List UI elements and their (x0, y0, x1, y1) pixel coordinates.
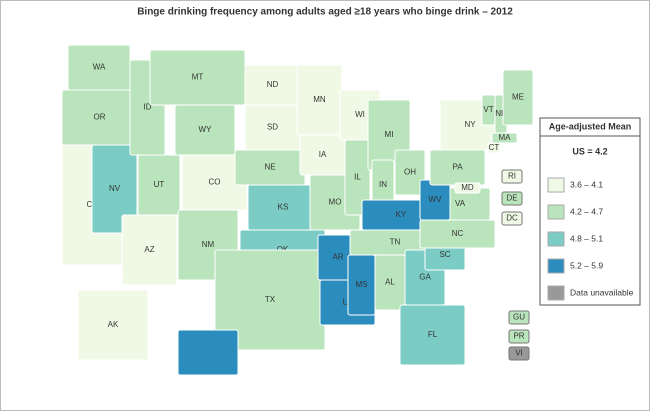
state-label: MS (356, 280, 368, 289)
state-label: AL (385, 278, 395, 287)
state (487, 142, 501, 154)
state-label: NV (109, 184, 121, 193)
state-label: GU (513, 313, 525, 322)
state-label: DE (506, 194, 517, 203)
state (491, 132, 518, 144)
state-label: SC (439, 250, 450, 259)
state-label: KS (278, 203, 289, 212)
state-label: NE (264, 163, 275, 172)
legend-swatch (547, 231, 565, 247)
legend-label: 4.2 – 4.7 (570, 206, 603, 216)
state (508, 329, 530, 344)
state-label: PR (513, 332, 524, 341)
state-label: NH (495, 109, 507, 118)
state-label: WY (199, 125, 213, 134)
state-label: TN (390, 238, 401, 247)
state (121, 214, 178, 286)
legend-title: Age-adjusted Mean (549, 121, 632, 131)
state-label: TX (265, 295, 276, 304)
state-label: RI (508, 172, 516, 181)
state-label: WA (93, 63, 106, 72)
state-label: DC (506, 214, 518, 223)
state-label: IA (319, 150, 327, 159)
state-label: GA (419, 273, 431, 282)
state (177, 329, 239, 376)
state-label: ID (144, 103, 152, 112)
state-label: VI (515, 349, 523, 358)
state-label: MN (313, 95, 326, 104)
legend-label: 5.2 – 5.9 (570, 260, 603, 270)
state-label: AR (332, 253, 343, 262)
legend-swatch (547, 177, 565, 193)
state-label: AK (108, 320, 119, 329)
state (77, 289, 149, 361)
legend-swatch (547, 285, 565, 301)
state-label: OR (94, 113, 106, 122)
state-label: MO (329, 198, 342, 207)
state-label: SD (267, 123, 278, 132)
state-label: CT (489, 143, 500, 152)
state-label: MA (499, 133, 512, 142)
state (454, 182, 481, 194)
state-label: WV (429, 195, 443, 204)
state-label: MT (192, 73, 204, 82)
state (501, 191, 523, 206)
state (394, 149, 426, 196)
state-label: NM (202, 240, 215, 249)
legend-label: 3.6 – 4.1 (570, 179, 603, 189)
state-label: PA (452, 163, 463, 172)
state (501, 169, 523, 184)
state-label: VT (483, 105, 493, 114)
state-label: NC (452, 229, 464, 238)
state-label: FL (428, 330, 438, 339)
state-label: AZ (144, 245, 154, 254)
state-label: MI (385, 130, 394, 139)
state (399, 304, 466, 366)
legend-subtitle: US = 4.2 (572, 146, 607, 156)
state-label: ND (267, 80, 279, 89)
state-label: ME (512, 93, 524, 102)
state (501, 211, 523, 226)
legend-swatch (547, 258, 565, 274)
legend-label: Data unavailable (570, 287, 634, 297)
state-label: IL (354, 173, 361, 182)
state-label: UT (154, 180, 165, 189)
state-label: WI (355, 110, 365, 119)
states: WAORCANVIDMTWYUTAZCONMNDSDNEKSOKTXMNIAMO… (61, 44, 534, 376)
state-label: NY (464, 120, 476, 129)
state-label: VA (455, 199, 466, 208)
state (508, 310, 530, 325)
state (344, 139, 371, 216)
state (502, 69, 534, 126)
legend-label: 4.8 – 5.1 (570, 233, 603, 243)
map-title: Binge drinking frequency among adults ag… (137, 7, 513, 18)
state (91, 144, 138, 234)
state-label: OH (404, 168, 416, 177)
state-label: KY (396, 210, 407, 219)
legend-swatch (547, 204, 565, 220)
legend-items: 3.6 – 4.1 4.2 – 4.7 4.8 – 5.1 5.2 – 5.9 Data… (547, 177, 634, 301)
state-label: CO (209, 178, 221, 187)
state-label: MD (461, 183, 474, 192)
state-label: IN (379, 180, 387, 189)
state (508, 346, 530, 361)
